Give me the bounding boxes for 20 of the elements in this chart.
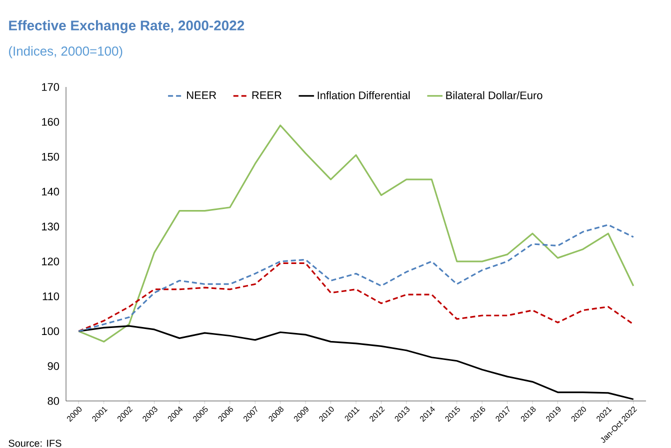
y-tick-label: 170 (42, 83, 60, 91)
y-tick-label: 140 (42, 188, 60, 196)
legend-label: NEER (187, 91, 216, 99)
legend-label: Bilateral Dollar/Euro (446, 91, 542, 100)
y-tick-label: 130 (42, 222, 60, 230)
y-tick-label: 160 (42, 118, 60, 126)
chart-title: Effective Exchange Rate, 2000-2022 (9, 20, 244, 34)
legend-label: REER (252, 91, 282, 99)
y-tick-label: 120 (42, 258, 60, 266)
y-tick-label: 80 (48, 397, 60, 405)
legend-label: Inflation Differential (318, 91, 410, 100)
line-series (78, 124, 634, 342)
chart-subtitle: (Indices, 2000=100) (9, 46, 122, 58)
line-series (78, 224, 634, 332)
source-note: Source: IFS (8, 440, 62, 447)
y-tick-label: 110 (42, 292, 60, 300)
y-tick-label: 100 (42, 327, 60, 336)
y-tick-label: 150 (42, 152, 60, 161)
line-series (78, 262, 634, 332)
y-tick-label: 90 (48, 362, 60, 370)
